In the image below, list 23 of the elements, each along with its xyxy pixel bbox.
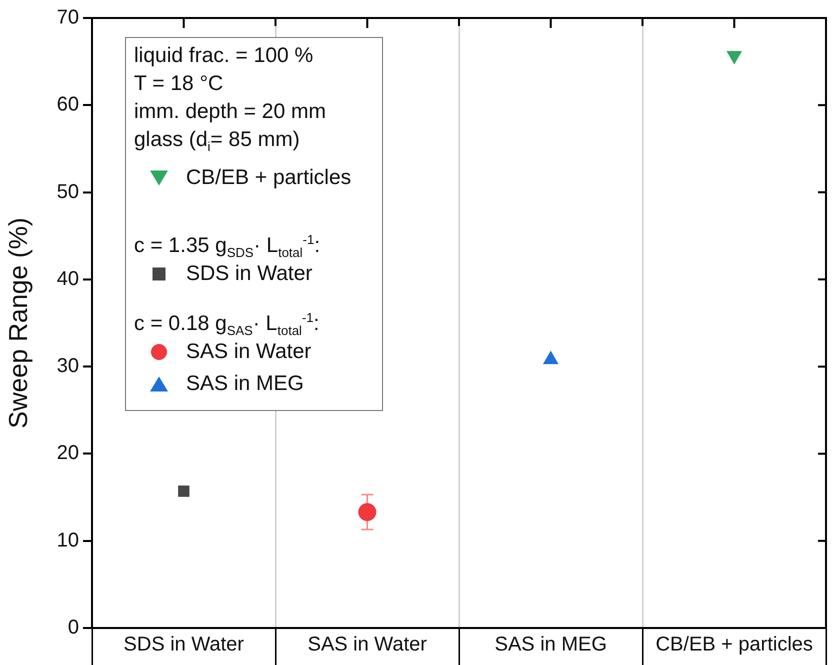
annotation: glass (d$_{i}$= 85 mm): [134, 127, 301, 154]
legend-label: SAS in MEG: [186, 371, 304, 397]
legend-label: SDS in Water: [186, 261, 312, 287]
annotation: imm. depth = 20 mm: [134, 99, 327, 125]
x-tick-label: SAS in Water: [308, 634, 428, 656]
y-tick-label: 10: [56, 529, 79, 552]
y-tick-label: 60: [56, 94, 79, 116]
y-tick-label: 20: [56, 442, 79, 464]
y-tick-label: 0: [68, 616, 79, 639]
y-tick-label: 50: [56, 180, 79, 203]
annotation: c = 1.35 g$_{SDS}$· L$_{total}$$^{-1}$:: [134, 232, 322, 260]
annotation: liquid frac. = 100 %: [134, 43, 314, 69]
annotation: T = 18 °C: [134, 71, 224, 97]
y-tick-label: 30: [56, 355, 79, 378]
legend-label: CB/EB + particles: [186, 165, 352, 191]
y-tick-label: 40: [56, 268, 79, 290]
legend-label: SAS in Water: [186, 339, 312, 365]
annotation: c = 0.18 g$_{SAS}$· L$_{total}$$^{-1}$:: [134, 310, 320, 338]
x-tick-label: CB/EB + particles: [656, 634, 813, 656]
x-tick-label: SAS in MEG: [494, 634, 607, 656]
y-tick-label: 70: [56, 6, 79, 29]
y-axis-title: Sweep Range (%): [2, 218, 33, 428]
x-tick-label: SDS in Water: [124, 634, 244, 656]
